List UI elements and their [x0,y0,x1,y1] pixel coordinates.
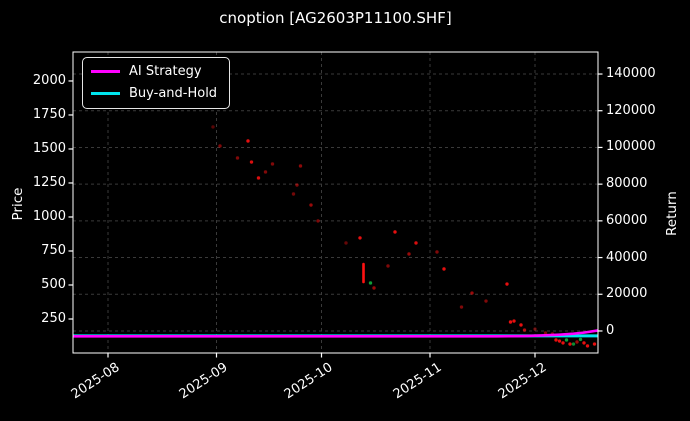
price-tick-label: 1750 [32,106,66,122]
red-price-dot [316,219,320,223]
red-price-dot [263,170,268,174]
price-tick-label: 1000 [32,208,66,224]
return-tick-label: 20000 [606,286,648,302]
red-price-dot [270,162,275,166]
red-price-dot [575,340,579,344]
red-price-dot [309,203,313,207]
red-price-dot [372,286,376,290]
red-price-dot [508,320,513,324]
red-price-dot [543,331,548,335]
red-price-dot [344,241,348,245]
price-tick-label: 750 [41,242,66,258]
red-price-dot [435,250,439,254]
red-price-dot [298,164,303,168]
plot-frame [72,51,599,354]
legend-item-buy-and-hold: Buy-and-Hold [91,86,219,101]
green-price-dot [368,281,373,285]
return-tick-label: 80000 [606,176,648,192]
legend-label: Buy-and-Hold [129,86,218,101]
legend-label: AI Strategy [129,64,202,79]
green-price-dot [571,342,576,346]
red-price-dot [557,339,562,343]
red-price-dot [568,342,572,346]
red-price-dot [561,341,565,345]
red-price-dot [554,338,558,342]
red-price-dot [393,230,397,234]
red-price-dot [414,241,418,245]
red-price-dot [585,344,590,348]
return-tick-label: 0 [606,322,615,338]
red-price-dot [505,282,509,286]
red-price-dot [291,192,296,196]
green-price-dot [564,338,569,342]
red-price-dot [442,267,446,271]
return-tick-label: 100000 [606,139,656,155]
red-price-dot [519,323,523,327]
red-price-dot [386,264,390,268]
return-tick-label: 40000 [606,249,648,265]
return-tick-label: 140000 [606,66,656,82]
price-tick-label: 500 [41,276,66,292]
chart-title: cnoption [AG2603P11100.SHF] [219,9,452,27]
price-tick-label: 2000 [32,72,66,88]
legend-item-ai-strategy: AI Strategy [91,64,219,79]
price-tick-label: 250 [41,310,66,326]
red-price-dot [582,341,586,345]
red-price-dot [218,144,222,148]
red-price-dot [533,327,537,331]
ai-strategy-line-swatch [91,69,120,74]
return-tick-label: 120000 [606,102,656,118]
red-price-dot [484,299,488,303]
red-price-dot [522,328,527,332]
red-price-dot [235,156,240,160]
red-price-dot [246,139,250,143]
green-price-dot [578,337,583,342]
chart-legend: AI Strategy Buy-and-Hold [82,57,230,109]
ai-strategy-line [73,329,599,338]
red-price-dot [407,252,411,256]
red-price-dot [592,342,597,346]
red-price-dot [249,160,254,164]
red-price-dot [512,319,516,323]
return-tick-label: 60000 [606,212,648,228]
price-tick-label: 1500 [32,140,66,156]
red-price-dot [358,236,362,240]
red-price-dot [295,183,299,187]
price-tick-label: 1250 [32,174,66,190]
red-price-dot [256,176,261,180]
red-price-dot [211,125,215,129]
red-price-dot [470,291,474,295]
buy-and-hold-line-swatch [91,91,120,96]
red-price-dot [459,305,464,309]
